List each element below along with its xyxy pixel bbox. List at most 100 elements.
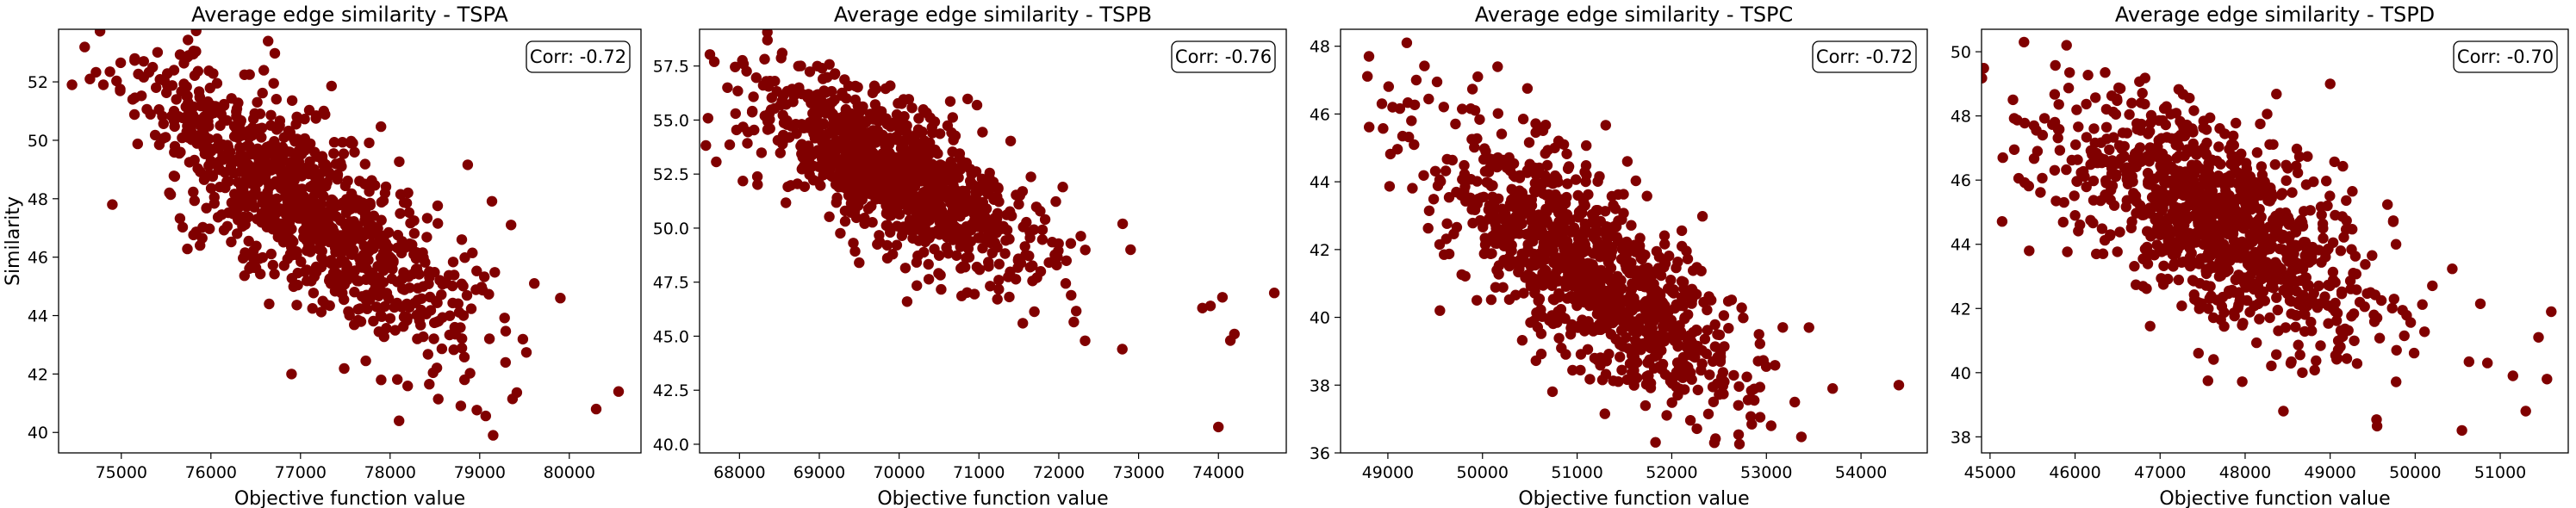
data-point xyxy=(1441,218,1453,229)
data-point xyxy=(2256,161,2268,172)
data-point xyxy=(2280,247,2292,258)
data-point xyxy=(1616,214,1627,226)
data-point xyxy=(899,189,911,200)
data-point xyxy=(2282,163,2293,174)
data-point xyxy=(1672,389,1683,401)
data-point xyxy=(414,315,425,326)
data-point xyxy=(202,169,214,180)
data-point xyxy=(2263,221,2274,232)
y-tick-label: 42 xyxy=(28,365,48,384)
data-point xyxy=(2255,118,2266,130)
data-point xyxy=(2290,310,2301,321)
data-point xyxy=(1602,289,1615,300)
data-point xyxy=(2341,215,2352,226)
data-point xyxy=(2240,208,2252,220)
data-point xyxy=(906,102,918,114)
data-point xyxy=(876,151,887,163)
data-point xyxy=(918,230,930,242)
data-point xyxy=(918,104,929,115)
x-tick-label: 54000 xyxy=(1835,463,1887,482)
data-point xyxy=(1640,326,1652,338)
data-point xyxy=(989,213,1000,224)
x-tick-label: 78000 xyxy=(364,463,416,482)
points xyxy=(1362,37,1905,449)
data-point xyxy=(1600,247,1611,258)
data-point xyxy=(2339,323,2351,335)
data-point xyxy=(1423,205,1435,216)
data-point xyxy=(1480,235,1491,246)
data-point xyxy=(941,242,952,253)
data-point xyxy=(248,167,259,179)
data-point xyxy=(1534,230,1546,241)
data-point xyxy=(2297,367,2308,378)
data-point xyxy=(933,196,944,208)
data-point xyxy=(2088,175,2100,187)
data-point xyxy=(269,138,280,149)
data-point xyxy=(2145,109,2157,121)
y-tick-label: 52 xyxy=(28,73,48,92)
data-point xyxy=(895,135,906,146)
y-tick-label: 48 xyxy=(1310,38,1330,57)
data-point xyxy=(360,355,371,367)
x-tick-label: 71000 xyxy=(953,463,1005,482)
data-point xyxy=(1690,288,1702,300)
data-point xyxy=(2170,248,2181,260)
data-point xyxy=(1586,216,1597,228)
data-point xyxy=(1642,263,1653,274)
data-point xyxy=(283,188,294,200)
data-point xyxy=(2242,258,2254,269)
data-point xyxy=(914,203,926,215)
data-point xyxy=(781,197,792,208)
data-point xyxy=(1659,239,1671,250)
data-point xyxy=(849,117,861,129)
data-point xyxy=(2106,184,2117,195)
y-tick-label: 40 xyxy=(1951,364,1971,383)
data-point xyxy=(267,259,278,271)
data-point xyxy=(327,195,339,207)
data-point xyxy=(259,153,271,164)
data-point xyxy=(2228,139,2239,151)
data-point xyxy=(422,349,433,360)
data-point xyxy=(488,430,499,441)
data-point xyxy=(2206,210,2218,222)
data-point xyxy=(764,114,775,125)
data-point xyxy=(349,319,360,331)
data-point xyxy=(2070,139,2081,151)
data-point xyxy=(2319,291,2330,302)
data-point xyxy=(2447,263,2458,275)
data-point xyxy=(232,154,243,165)
data-point xyxy=(1004,291,1015,303)
data-point xyxy=(1691,423,1702,435)
data-point xyxy=(1733,400,1745,411)
data-point xyxy=(826,170,837,183)
data-point xyxy=(408,227,420,239)
data-point xyxy=(2108,200,2120,211)
data-point xyxy=(874,129,887,140)
data-point xyxy=(203,160,215,171)
data-point xyxy=(2052,124,2064,135)
data-point xyxy=(1600,120,1612,131)
data-point xyxy=(339,294,350,306)
data-point xyxy=(1655,269,1667,282)
data-point xyxy=(2316,209,2327,220)
data-point xyxy=(2249,183,2262,194)
data-point xyxy=(2193,297,2205,308)
data-point xyxy=(1565,214,1576,226)
data-point xyxy=(955,164,967,175)
data-point xyxy=(1448,228,1459,239)
data-point xyxy=(1522,239,1534,251)
data-point xyxy=(2137,206,2149,217)
data-point xyxy=(310,113,321,124)
data-point xyxy=(1716,372,1727,383)
axes-frame xyxy=(699,28,1287,454)
data-point xyxy=(1019,241,1030,252)
data-point xyxy=(2281,288,2293,300)
data-point xyxy=(2302,151,2313,162)
data-point xyxy=(2456,424,2467,437)
chart-title: Average edge similarity - TSPD xyxy=(2115,3,2435,27)
data-point xyxy=(948,180,959,191)
data-point xyxy=(2262,108,2273,120)
data-point xyxy=(1741,371,1752,382)
data-point xyxy=(905,156,917,167)
